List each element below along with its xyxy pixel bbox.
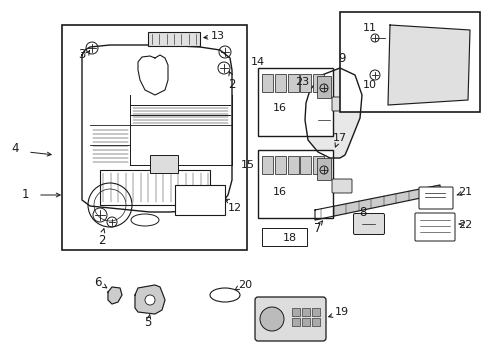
Ellipse shape xyxy=(131,214,159,226)
Text: 3: 3 xyxy=(78,49,85,62)
Bar xyxy=(311,308,319,316)
Bar xyxy=(302,318,309,326)
Polygon shape xyxy=(305,68,361,158)
Text: 19: 19 xyxy=(334,307,348,317)
FancyBboxPatch shape xyxy=(414,213,454,241)
Bar xyxy=(175,185,224,215)
Text: 16: 16 xyxy=(272,187,286,197)
Text: 4: 4 xyxy=(11,141,19,154)
Bar xyxy=(100,170,209,205)
Bar xyxy=(274,156,285,174)
Bar xyxy=(148,32,200,46)
Bar xyxy=(316,76,330,98)
Text: 22: 22 xyxy=(457,220,471,230)
Text: 1: 1 xyxy=(21,189,29,202)
Ellipse shape xyxy=(209,288,240,302)
Bar xyxy=(262,74,272,92)
Bar xyxy=(300,156,311,174)
Bar xyxy=(311,318,319,326)
Text: 11: 11 xyxy=(362,23,376,33)
Bar xyxy=(291,308,299,316)
Bar xyxy=(274,74,285,92)
Polygon shape xyxy=(387,25,469,105)
Text: 18: 18 xyxy=(283,233,296,243)
Text: 12: 12 xyxy=(227,203,242,213)
FancyBboxPatch shape xyxy=(331,97,351,111)
Bar xyxy=(300,74,311,92)
Text: 2: 2 xyxy=(98,234,105,247)
Text: 9: 9 xyxy=(338,51,345,64)
Text: 14: 14 xyxy=(250,57,264,67)
FancyBboxPatch shape xyxy=(254,297,325,341)
Bar xyxy=(150,155,178,173)
Circle shape xyxy=(260,307,284,331)
Bar xyxy=(339,12,479,112)
Text: 21: 21 xyxy=(457,187,471,197)
Polygon shape xyxy=(135,285,164,314)
FancyBboxPatch shape xyxy=(331,179,351,193)
Bar xyxy=(291,318,299,326)
Bar xyxy=(258,68,332,136)
Circle shape xyxy=(145,295,155,305)
Bar xyxy=(258,150,332,218)
Text: 20: 20 xyxy=(238,280,251,290)
Text: 5: 5 xyxy=(144,315,151,328)
Bar xyxy=(262,156,272,174)
Bar xyxy=(62,25,246,250)
Polygon shape xyxy=(108,287,122,304)
FancyBboxPatch shape xyxy=(418,187,452,209)
Text: 17: 17 xyxy=(332,133,346,143)
Text: 16: 16 xyxy=(272,103,286,113)
Bar xyxy=(287,74,298,92)
Text: 8: 8 xyxy=(359,206,366,219)
Text: 2: 2 xyxy=(228,78,235,91)
Bar xyxy=(262,228,306,246)
Text: 13: 13 xyxy=(210,31,224,41)
FancyBboxPatch shape xyxy=(353,213,384,234)
Bar xyxy=(312,156,324,174)
Bar xyxy=(312,74,324,92)
Text: 15: 15 xyxy=(241,160,254,170)
Text: 10: 10 xyxy=(362,80,376,90)
Bar xyxy=(302,308,309,316)
Text: 6: 6 xyxy=(94,275,102,288)
Text: 7: 7 xyxy=(314,221,321,234)
Bar xyxy=(316,158,330,180)
Polygon shape xyxy=(314,185,439,220)
Bar xyxy=(287,156,298,174)
Text: 23: 23 xyxy=(294,77,308,87)
